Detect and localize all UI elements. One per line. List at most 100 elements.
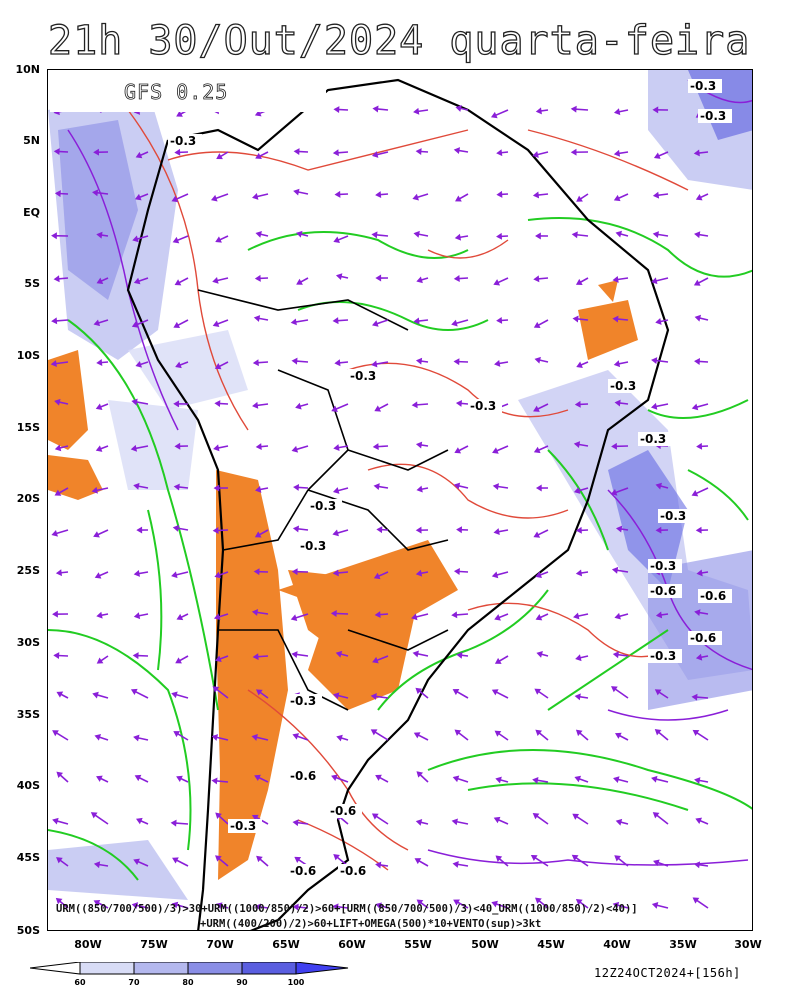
wind-arrow-head	[334, 190, 341, 198]
wind-arrow-head	[255, 486, 262, 493]
wind-arrow-head	[654, 689, 662, 696]
lon-label: 30W	[734, 938, 762, 951]
wind-arrow-head	[535, 614, 543, 621]
contour-label: -0.6	[700, 589, 726, 603]
humidity-contours	[48, 217, 752, 881]
wind-arrow-head	[530, 854, 538, 862]
wind-arrow-head	[496, 316, 503, 324]
wind-arrow-head	[211, 734, 219, 741]
wind-arrow-head	[451, 818, 458, 826]
wind-arrow-head	[170, 819, 177, 827]
contour-label: -0.3	[650, 559, 676, 573]
wind-arrow-head	[575, 899, 583, 906]
wind-arrow-head	[92, 691, 99, 699]
lat-label: 20S	[16, 492, 40, 505]
lon-label: 80W	[74, 938, 102, 951]
model-label: GFS 0.25	[50, 72, 326, 112]
wind-arrow-head	[291, 357, 298, 365]
wind-arrow-head	[611, 442, 617, 450]
wind-arrow-head	[254, 903, 262, 911]
wind-arrow-head	[533, 405, 540, 412]
contour-label: -0.3	[350, 369, 376, 383]
wind-arrow-head	[55, 569, 62, 577]
wind-arrow-head	[96, 611, 103, 619]
wind-arrow-head	[413, 317, 420, 325]
wind-arrow-head	[53, 652, 60, 660]
coastlines	[126, 78, 670, 930]
wind-arrow-head	[131, 902, 139, 909]
wind-arrow-head	[370, 729, 378, 736]
wind-arrow-head	[610, 489, 618, 496]
wind-arrow-head	[452, 689, 460, 696]
contour-label: -0.3	[300, 539, 326, 553]
wind-arrow-head	[375, 774, 382, 781]
wind-arrow-head	[494, 359, 501, 367]
wind-arrow-head	[653, 152, 661, 159]
wind-arrow-head	[691, 403, 699, 411]
wind-arrow-head	[210, 194, 218, 202]
wind-arrow-head	[212, 320, 220, 328]
wind-arrow-head	[53, 148, 60, 156]
wind-arrow-head	[655, 318, 662, 325]
wind-arrow-head	[693, 149, 700, 157]
wind-arrow-head	[293, 483, 300, 491]
wind-arrow-head	[576, 195, 583, 202]
wind-arrow-head	[130, 688, 138, 696]
wind-arrow-head	[172, 857, 179, 864]
wind-arrow-head	[215, 902, 223, 909]
wind-arrow-head	[54, 190, 61, 198]
contour-label: -0.6	[330, 804, 356, 818]
wind-arrow-head	[334, 359, 341, 367]
wind-arrow-head	[451, 319, 458, 327]
wind-arrow-head	[693, 279, 701, 286]
wind-arrow-head	[171, 195, 179, 203]
wind-arrow-head	[292, 525, 300, 533]
wind-arrow-head	[454, 447, 462, 454]
contour-label: -0.3	[640, 432, 666, 446]
lon-label: 65W	[272, 938, 300, 951]
lon-label: 75W	[140, 938, 168, 951]
wind-arrow-head	[492, 447, 499, 454]
caption-line-1: URM((850/700/500)/3)>30+URM((1000/850)/2…	[56, 903, 638, 915]
lat-label: EQ	[23, 206, 40, 219]
wind-arrow-head	[94, 572, 102, 579]
wind-arrow-head	[491, 571, 499, 579]
wind-arrow-head	[453, 568, 460, 575]
wind-arrow-head	[533, 321, 541, 328]
wind-arrow-head	[695, 817, 703, 825]
lon-label: 45W	[537, 938, 565, 951]
wind-arrow-head	[652, 191, 660, 199]
wind-arrow-head	[256, 855, 263, 863]
caption-line-2: +URM((400/200)/2)>60+LIFT+OMEGA(500)*10+…	[200, 918, 542, 930]
wind-arrow-head	[211, 777, 218, 785]
wind-arrow-head	[90, 812, 98, 819]
wind-arrow-head	[332, 903, 339, 911]
wind-arrow-head	[333, 236, 340, 243]
wind-arrow-head	[453, 147, 461, 155]
wind-arrow-head	[371, 231, 378, 239]
map-title: 21h 30/Out/2024 quarta-feira	[47, 17, 751, 64]
wind-arrow-head	[335, 650, 343, 658]
wind-arrow-head	[333, 106, 340, 114]
wind-arrow-head	[213, 613, 221, 621]
wind-arrow-head	[331, 405, 338, 413]
lat-label: 40S	[16, 779, 40, 792]
wind-arrow-head	[574, 693, 581, 701]
wind-arrow-head	[416, 899, 424, 906]
wind-arrow-head	[612, 315, 619, 323]
contour-label: -0.6	[340, 864, 366, 878]
lon-label: 35W	[669, 938, 697, 951]
wind-arrow-head	[332, 487, 340, 494]
wind-arrow-head	[292, 819, 299, 827]
wind-arrow-head	[371, 360, 378, 368]
wind-arrow-head	[415, 148, 422, 156]
wind-arrow-head	[455, 105, 462, 112]
wind-arrow-head	[696, 442, 703, 450]
wind-arrow-head	[493, 528, 500, 536]
contour-label: -0.3	[660, 509, 686, 523]
wind-arrow-head	[94, 734, 102, 741]
wind-arrow-head	[533, 531, 541, 538]
contour-label: -0.6	[650, 584, 676, 598]
wind-arrow-head	[453, 899, 460, 906]
wind-arrow-head	[173, 731, 181, 738]
